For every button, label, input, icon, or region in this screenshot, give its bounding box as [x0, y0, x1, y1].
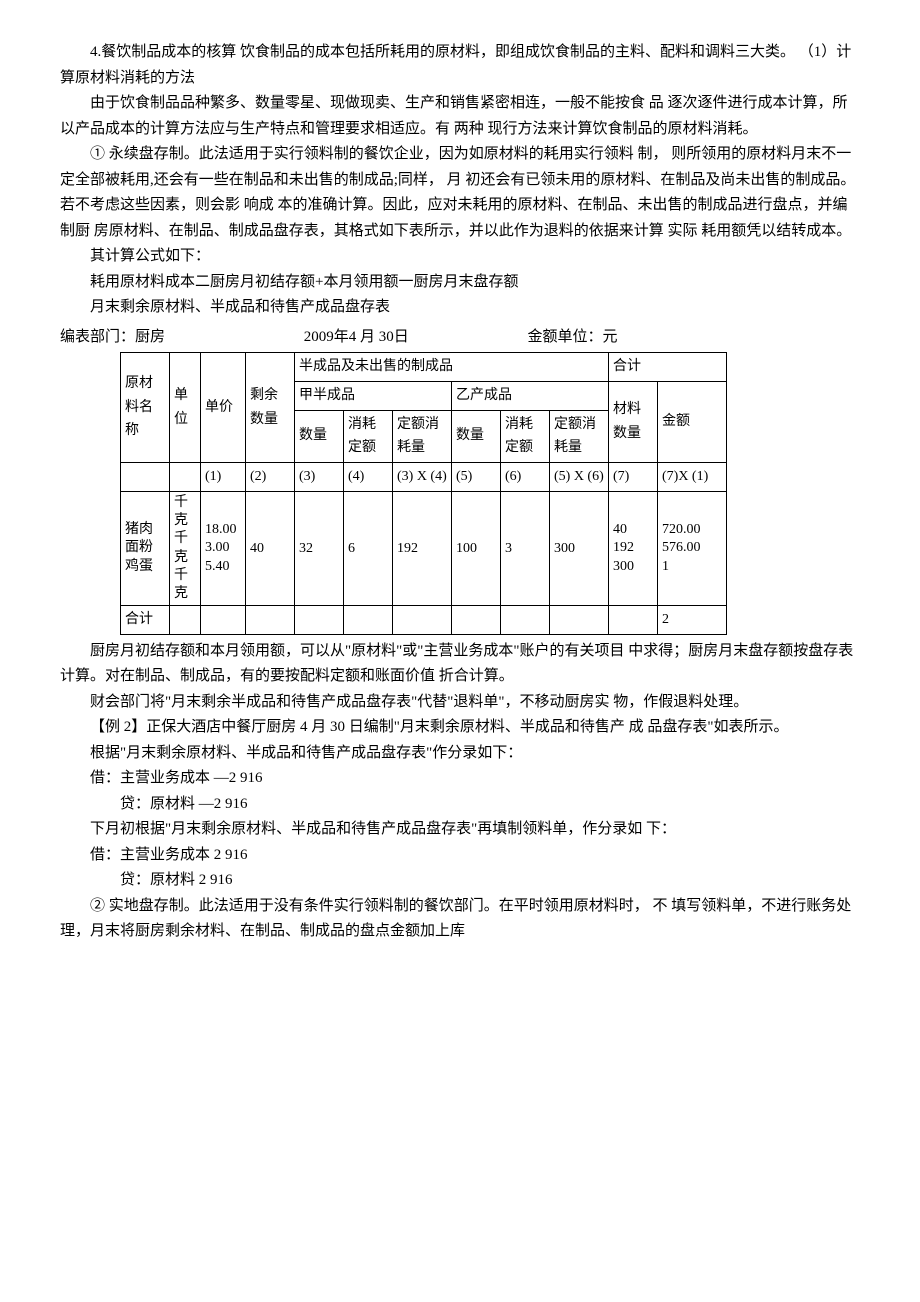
cell-f4: (4) — [344, 463, 393, 492]
paragraph-body: ② 实地盘存制。此法适用于没有条件实行领料制的餐饮部门。在平时领用原材料时， 不… — [60, 894, 860, 945]
journal-entry-credit: 贷：原材料 2 916 — [60, 868, 860, 894]
cell-yi-rate: 3 — [501, 491, 550, 605]
paragraph-body: 财会部门将"月末剩余半成品和待售产成品盘存表"代替"退料单"，不移动厨房实 物，… — [60, 690, 860, 716]
cell-sum-amount: 2 — [658, 606, 727, 635]
journal-entry-debit: 借：主营业务成本 —2 916 — [60, 766, 860, 792]
cell-yi-qty: 100 — [452, 491, 501, 605]
cell-jia-mult: 192 — [393, 491, 452, 605]
cell-blank — [393, 606, 452, 635]
cell-blank — [201, 606, 246, 635]
cell-matqty: 40 192 300 — [609, 491, 658, 605]
journal-entry-credit: 贷：原材料 —2 916 — [60, 792, 860, 818]
cell-yi-mult: 300 — [550, 491, 609, 605]
th-unit: 单位 — [170, 353, 201, 463]
cell-blank — [170, 463, 201, 492]
th-jia-qty: 数量 — [295, 410, 344, 463]
th-jia-rate: 消耗定额 — [344, 410, 393, 463]
th-yi-rate: 消耗定额 — [501, 410, 550, 463]
cell-jia-qty: 32 — [295, 491, 344, 605]
paragraph-table-title: 月末剩余原材料、半成品和待售产成品盘存表 — [60, 295, 860, 321]
th-semi-group: 半成品及未出售的制成品 — [295, 353, 609, 382]
cell-blank — [344, 606, 393, 635]
cell-blank — [501, 606, 550, 635]
th-yi: 乙产成品 — [452, 381, 609, 410]
cell-blank — [295, 606, 344, 635]
th-jia-mult: 定额消耗量 — [393, 410, 452, 463]
cell-f8: (5) X (6) — [550, 463, 609, 492]
table-data-row: 猪肉 面粉 鸡蛋 千克 千克 千克 18.00 3.00 5.40 40 32 … — [121, 491, 727, 605]
cell-f3: (3) — [295, 463, 344, 492]
paragraph-body: 下月初根据"月末剩余原材料、半成品和待售产成品盘存表"再填制领料单，作分录如 下… — [60, 817, 860, 843]
paragraph-example: 【例 2】正保大酒店中餐厅厨房 4 月 30 日编制"月末剩余原材料、半成品和待… — [60, 715, 860, 741]
th-price: 单价 — [201, 353, 246, 463]
cell-blank — [121, 463, 170, 492]
cell-remain: 40 — [246, 491, 295, 605]
cell-blank — [170, 606, 201, 635]
cell-f2: (2) — [246, 463, 295, 492]
cell-f5: (3) X (4) — [393, 463, 452, 492]
cell-f6: (5) — [452, 463, 501, 492]
cell-sum-label: 合计 — [121, 606, 170, 635]
cell-prices: 18.00 3.00 5.40 — [201, 491, 246, 605]
cell-f7: (6) — [501, 463, 550, 492]
journal-entry-debit: 借：主营业务成本 2 916 — [60, 843, 860, 869]
th-jia: 甲半成品 — [295, 381, 452, 410]
cell-blank — [550, 606, 609, 635]
cell-names: 猪肉 面粉 鸡蛋 — [121, 491, 170, 605]
cell-blank — [609, 606, 658, 635]
th-remain: 剩余数量 — [246, 353, 295, 463]
th-total-group: 合计 — [609, 353, 727, 382]
paragraph-body: 由于饮食制品品种繁多、数量零星、现做现卖、生产和销售紧密相连，一般不能按食 品 … — [60, 91, 860, 142]
paragraph-section-heading: 4.餐饮制品成本的核算 饮食制品的成本包括所耗用的原材料，即组成饮食制品的主料、… — [60, 40, 860, 91]
cell-blank — [246, 606, 295, 635]
th-name: 原材料名称 — [121, 353, 170, 463]
paragraph-body: 厨房月初结存额和本月领用额，可以从"原材料"或"主营业务成本"账户的有关项目 中… — [60, 639, 860, 690]
th-yi-qty: 数量 — [452, 410, 501, 463]
th-matqty: 材料数量 — [609, 381, 658, 462]
cell-f9: (7) — [609, 463, 658, 492]
cell-f1: (1) — [201, 463, 246, 492]
table-sum-row: 合计 2 — [121, 606, 727, 635]
paragraph-formula-intro: 其计算公式如下： — [60, 244, 860, 270]
cell-jia-rate: 6 — [344, 491, 393, 605]
paragraph-body: 根据"月末剩余原材料、半成品和待售产成品盘存表"作分录如下： — [60, 741, 860, 767]
cell-units: 千克 千克 千克 — [170, 491, 201, 605]
table-currency-unit: 金额单位：元 — [528, 325, 618, 351]
cell-blank — [452, 606, 501, 635]
table-meta-row: 编表部门：厨房 2009年4 月 30日 金额单位：元 — [60, 325, 860, 351]
th-amount: 金额 — [658, 381, 727, 462]
table-header-row-1: 原材料名称 单位 单价 剩余数量 半成品及未出售的制成品 合计 — [121, 353, 727, 382]
table-formula-row: (1) (2) (3) (4) (3) X (4) (5) (6) (5) X … — [121, 463, 727, 492]
inventory-table: 原材料名称 单位 单价 剩余数量 半成品及未出售的制成品 合计 甲半成品 乙产成… — [120, 352, 727, 635]
table-date: 2009年4 月 30日 — [304, 325, 524, 351]
th-yi-mult: 定额消耗量 — [550, 410, 609, 463]
paragraph-body: ① 永续盘存制。此法适用于实行领料制的餐饮企业，因为如原材料的耗用实行领料 制，… — [60, 142, 860, 244]
cell-f10: (7)X (1) — [658, 463, 727, 492]
paragraph-formula: 耗用原材料成本二厨房月初结存额+本月领用额一厨房月末盘存额 — [60, 270, 860, 296]
table-dept: 编表部门：厨房 — [60, 325, 300, 351]
cell-amount: 720.00 576.00 1 — [658, 491, 727, 605]
